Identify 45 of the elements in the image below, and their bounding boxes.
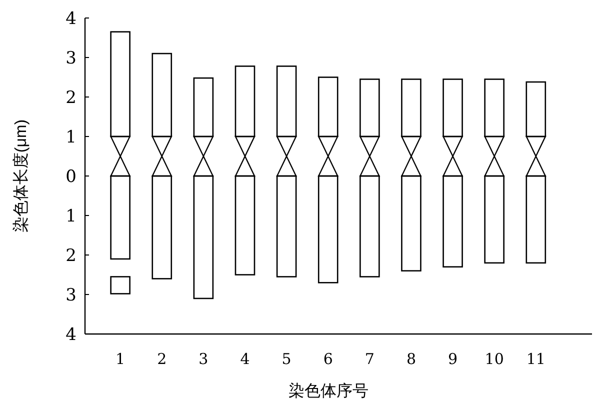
bar xyxy=(110,31,130,138)
bar xyxy=(110,276,130,294)
bar xyxy=(401,78,422,138)
y-axis-title: 染色体长度(μm) xyxy=(12,119,30,233)
y-tick-label: 3 xyxy=(66,48,76,68)
bar xyxy=(360,78,380,138)
y-tick-label: 0 xyxy=(66,167,76,187)
bar xyxy=(152,52,172,138)
x-tick-label: 4 xyxy=(240,350,250,368)
y-tick-label: 2 xyxy=(66,88,76,108)
x-tick-label: 5 xyxy=(282,350,292,368)
bar xyxy=(234,175,256,276)
bar xyxy=(193,77,214,138)
bar xyxy=(276,175,297,278)
bar xyxy=(360,175,380,278)
bar xyxy=(234,66,256,138)
y-tick-label: 1 xyxy=(66,128,76,148)
x-tick-label: 3 xyxy=(198,350,208,368)
bar xyxy=(442,78,463,138)
x-tick-label: 10 xyxy=(484,350,504,368)
y-tick-label: 2 xyxy=(66,246,76,266)
bar xyxy=(526,81,546,138)
bar xyxy=(484,78,504,138)
bar xyxy=(193,175,214,300)
x-tick-label: 6 xyxy=(323,350,333,368)
bar xyxy=(318,76,338,138)
bar xyxy=(110,175,130,260)
bar xyxy=(152,175,172,280)
bar xyxy=(318,175,338,284)
y-tick-label: 1 xyxy=(66,206,76,226)
x-axis-title: 染色体序号 xyxy=(288,382,368,400)
x-tick-label: 2 xyxy=(157,350,167,368)
x-tick-label: 11 xyxy=(526,350,546,368)
x-tick-label: 9 xyxy=(448,350,458,368)
x-tick-label: 8 xyxy=(406,350,416,368)
y-tick-label: 4 xyxy=(66,325,76,345)
bar xyxy=(484,175,504,264)
bar xyxy=(442,175,463,268)
x-tick-label: 1 xyxy=(116,350,126,368)
y-tick-label: 3 xyxy=(66,286,76,306)
x-tick-label: 7 xyxy=(364,350,374,368)
bar xyxy=(526,175,546,264)
bar xyxy=(401,175,422,272)
bar xyxy=(276,66,297,138)
y-tick-label: 4 xyxy=(66,9,76,29)
